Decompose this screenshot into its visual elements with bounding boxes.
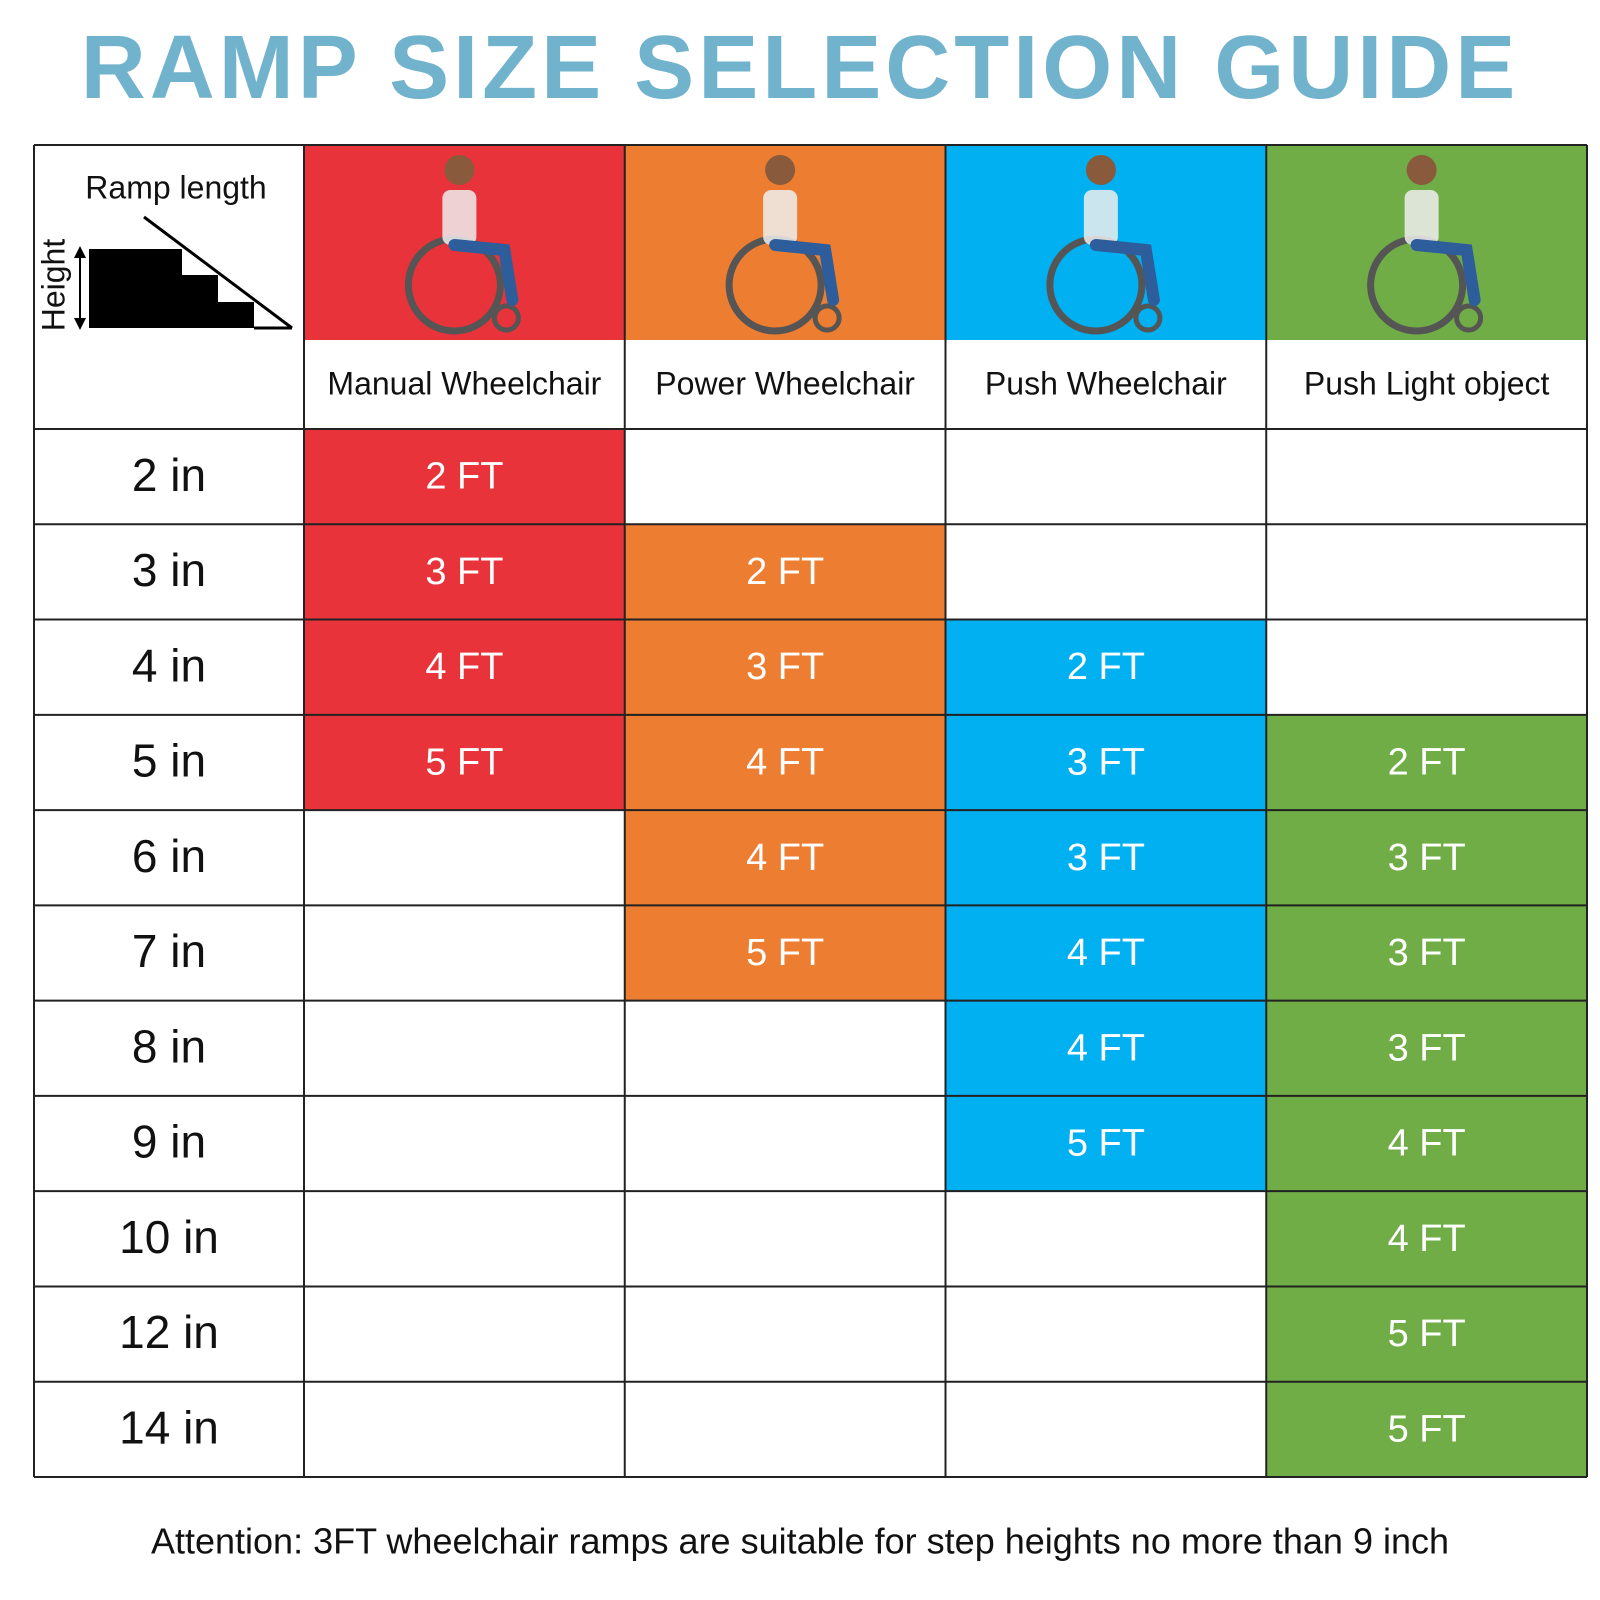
cell-bg bbox=[304, 619, 625, 715]
arrow-head bbox=[74, 246, 86, 258]
small-wheel bbox=[491, 303, 521, 333]
cell-bg bbox=[624, 714, 946, 811]
row-height: 8 in bbox=[132, 1020, 206, 1072]
cell-bg bbox=[1266, 1000, 1587, 1096]
cell-value: 4 FT bbox=[425, 646, 503, 688]
figure-head bbox=[1406, 155, 1437, 185]
stairs bbox=[89, 249, 254, 328]
cell-value: 4 FT bbox=[1067, 1027, 1145, 1069]
figure-legs bbox=[448, 239, 519, 306]
column-header: Push Wheelchair bbox=[985, 365, 1227, 401]
cell-bg bbox=[1266, 1191, 1587, 1287]
arrow-head bbox=[74, 318, 86, 330]
cell-value: 3 FT bbox=[1067, 741, 1145, 783]
cell-bg bbox=[945, 1095, 1267, 1192]
column-header: Push Light object bbox=[1304, 365, 1550, 401]
figure-head bbox=[444, 155, 475, 185]
cell-bg bbox=[624, 619, 946, 715]
cell-bg bbox=[624, 905, 946, 1001]
cell-value: 5 FT bbox=[746, 932, 824, 974]
cell-bg bbox=[945, 714, 1267, 811]
cell-bg bbox=[945, 1000, 1267, 1096]
cell-value: 2 FT bbox=[425, 456, 503, 498]
row-height: 3 in bbox=[132, 544, 206, 596]
figure-head bbox=[1085, 155, 1116, 185]
note: Attention: 3FT wheelchair ramps are suit… bbox=[151, 1521, 1449, 1562]
cell-bg bbox=[1266, 810, 1587, 906]
cell-bg bbox=[945, 619, 1267, 715]
row-height: 14 in bbox=[119, 1402, 219, 1454]
row-height: 4 in bbox=[132, 639, 206, 691]
row-height: 7 in bbox=[132, 925, 206, 977]
cell-value: 5 FT bbox=[425, 741, 503, 783]
table: Manual Wheelchair Power Wheelchair Push Wh… bbox=[33, 144, 1588, 1478]
cell-bg bbox=[304, 714, 625, 811]
cell-bg bbox=[945, 905, 1267, 1001]
column-header: Power Wheelchair bbox=[655, 365, 915, 401]
figure-body bbox=[763, 190, 798, 245]
cell-value: 5 FT bbox=[1067, 1123, 1145, 1165]
cell-bg bbox=[624, 524, 946, 620]
cell-value: 4 FT bbox=[1388, 1123, 1466, 1165]
row-height: 2 in bbox=[132, 449, 206, 501]
cell-bg bbox=[1266, 1095, 1587, 1192]
cell-value: 3 FT bbox=[1388, 1027, 1466, 1069]
small-wheel bbox=[1133, 303, 1163, 333]
cell-bg bbox=[304, 429, 625, 525]
figure-legs bbox=[1410, 239, 1481, 306]
cell-value: 2 FT bbox=[1388, 741, 1466, 783]
row-height: 9 in bbox=[132, 1116, 206, 1168]
cell-value: 4 FT bbox=[1067, 932, 1145, 974]
cell-value: 3 FT bbox=[1067, 837, 1145, 879]
ramp-line bbox=[143, 215, 293, 330]
row-height: 5 in bbox=[132, 735, 206, 787]
cell-bg bbox=[1266, 905, 1587, 1001]
title: RAMP SIZE SELECTION GUIDE bbox=[81, 18, 1520, 118]
column-header: Manual Wheelchair bbox=[327, 365, 601, 401]
cell-bg bbox=[1266, 714, 1587, 811]
figure-head bbox=[765, 155, 796, 185]
figure-body bbox=[1083, 190, 1118, 245]
small-wheel bbox=[1454, 303, 1484, 333]
figure-body bbox=[442, 190, 477, 245]
ramp-length-label: Ramp length bbox=[85, 169, 266, 205]
cell-bg bbox=[1266, 1286, 1587, 1382]
cell-value: 2 FT bbox=[1067, 646, 1145, 688]
cell-value: 3 FT bbox=[1388, 932, 1466, 974]
figure-legs bbox=[1089, 239, 1160, 306]
cell-bg bbox=[304, 524, 625, 620]
cell-value: 5 FT bbox=[1388, 1313, 1466, 1355]
height-label: Height bbox=[35, 239, 71, 332]
row-height: 10 in bbox=[119, 1211, 219, 1263]
cell-value: 2 FT bbox=[746, 551, 824, 593]
cell-value: 3 FT bbox=[1388, 837, 1466, 879]
cell-bg bbox=[624, 810, 946, 906]
cell-value: 5 FT bbox=[1388, 1408, 1466, 1450]
small-wheel bbox=[812, 303, 842, 333]
cell-value: 3 FT bbox=[425, 551, 503, 593]
figure-legs bbox=[769, 239, 840, 306]
cell-value: 4 FT bbox=[1388, 1218, 1466, 1260]
cell-bg bbox=[1266, 1381, 1587, 1477]
corner-diagram: Ramp length Height bbox=[35, 169, 293, 332]
cell-value: 4 FT bbox=[746, 837, 824, 879]
figure-body bbox=[1404, 190, 1439, 245]
cell-bg bbox=[945, 810, 1267, 906]
cell-value: 3 FT bbox=[746, 646, 824, 688]
row-height: 12 in bbox=[119, 1306, 219, 1358]
cell-value: 4 FT bbox=[746, 741, 824, 783]
row-height: 6 in bbox=[132, 830, 206, 882]
